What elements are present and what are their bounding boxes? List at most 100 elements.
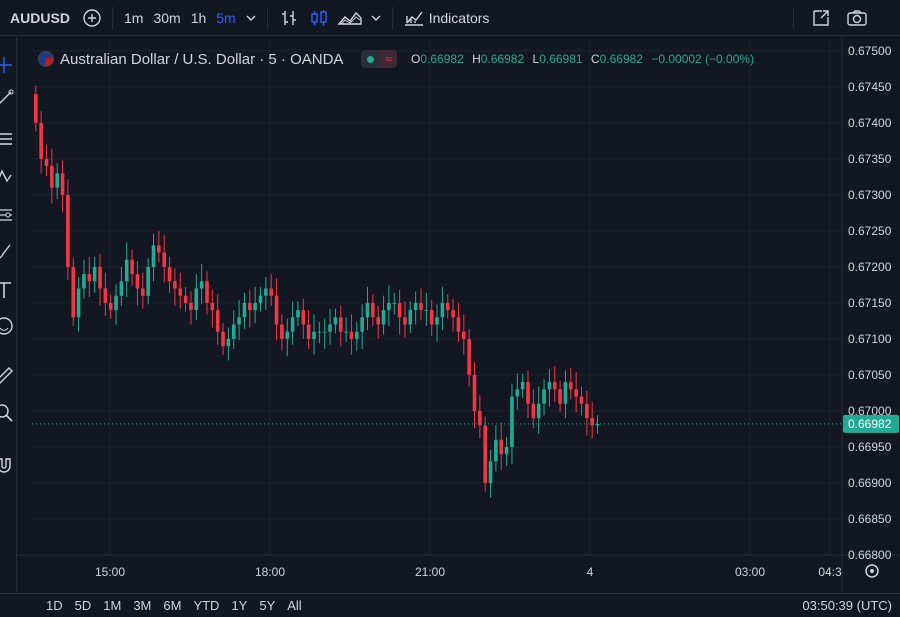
- area-chart-type-button[interactable]: [334, 4, 366, 32]
- candle-body: [371, 302, 375, 318]
- chart-type-dropdown[interactable]: [366, 4, 386, 32]
- timeframe-1h[interactable]: 1h: [190, 9, 207, 26]
- candle-body: [306, 324, 311, 339]
- candles-chart-type-button[interactable]: [304, 4, 334, 32]
- candle-body: [569, 382, 573, 390]
- open-value: 0.66982: [420, 52, 464, 66]
- brush-icon[interactable]: [0, 242, 14, 262]
- time-axis[interactable]: 15:00 18:00 21:00 4 03:00 04:3: [95, 565, 842, 579]
- magnet-icon[interactable]: [0, 455, 14, 475]
- settings-icon[interactable]: [865, 564, 879, 578]
- open-key: O: [411, 52, 421, 66]
- timeframe-30m[interactable]: 30m: [153, 9, 181, 26]
- candle-body: [215, 310, 220, 332]
- time-tick-label: 18:00: [255, 565, 285, 579]
- candle-body: [520, 382, 525, 390]
- indicators-button[interactable]: Indicators: [399, 4, 494, 32]
- change-value: −0.00002 (−0.00%): [651, 52, 755, 66]
- price-tick-label: 0.67450: [848, 80, 892, 94]
- high-key: H: [472, 52, 481, 66]
- indicators-label: Indicators: [428, 9, 490, 26]
- candle-body: [558, 389, 562, 404]
- candle-body: [60, 173, 65, 195]
- candle-body: [381, 310, 386, 325]
- timeframe-dropdown[interactable]: [241, 4, 261, 32]
- toolbar-divider: [793, 6, 795, 29]
- snapshot-button[interactable]: [842, 4, 872, 32]
- candle-body: [510, 396, 514, 447]
- candle-body: [355, 331, 359, 339]
- ruler-icon[interactable]: [0, 365, 14, 385]
- candle-body: [579, 396, 584, 404]
- text-icon[interactable]: [0, 280, 14, 300]
- candle-body: [317, 331, 322, 333]
- time-tick-label: 15:00: [95, 565, 125, 579]
- candle-body: [499, 439, 504, 455]
- price-tick-label: 0.67150: [848, 296, 892, 310]
- candle-body: [274, 295, 279, 325]
- candle-body: [590, 418, 594, 426]
- candle-body: [55, 173, 59, 188]
- candle-body: [242, 302, 247, 318]
- trend-line-icon[interactable]: [0, 89, 14, 109]
- candle-body: [50, 166, 54, 188]
- candle-body: [392, 302, 397, 304]
- price-tick-label: 0.67300: [848, 188, 892, 202]
- emoji-icon[interactable]: [0, 316, 14, 336]
- candle-body: [98, 266, 102, 289]
- candle-body: [531, 403, 536, 419]
- range-6m[interactable]: 6M: [163, 598, 182, 613]
- crosshair-icon[interactable]: [0, 55, 14, 75]
- market-status-badge[interactable]: ≈: [361, 50, 398, 68]
- low-value: 0.66981: [539, 52, 583, 66]
- time-tick-label: 4: [587, 565, 594, 579]
- last-price-marker: 0.66982: [32, 414, 899, 433]
- time-tick-label: 03:00: [735, 565, 765, 579]
- instrument-title[interactable]: Australian Dollar / U.S. Dollar · 5 · OA…: [60, 50, 344, 68]
- forecast-icon[interactable]: [0, 205, 14, 225]
- top-toolbar: AUDUSD 1m 30m 1h 5m Indicators: [0, 0, 900, 36]
- candle-body: [365, 302, 370, 318]
- candle-body: [135, 274, 140, 289]
- candle-body: [34, 94, 38, 123]
- candles-icon: [311, 9, 327, 26]
- time-tick-label: 04:3: [818, 565, 842, 579]
- candle-body: [547, 382, 552, 390]
- candle-body: [189, 302, 193, 311]
- candle-body: [162, 252, 166, 267]
- candle-body: [483, 425, 487, 483]
- range-1m[interactable]: 1M: [103, 598, 122, 613]
- range-1y[interactable]: 1Y: [231, 598, 248, 613]
- timeframe-5m[interactable]: 5m: [216, 9, 236, 26]
- price-tick-label: 0.67250: [848, 224, 892, 238]
- zoom-icon[interactable]: [0, 403, 14, 423]
- price-axis[interactable]: 0.67500 0.67450 0.67400 0.67350 0.67300 0.672…: [848, 44, 892, 562]
- candle-body: [467, 338, 471, 375]
- range-5d[interactable]: 5D: [74, 598, 92, 613]
- candle-body: [585, 403, 589, 419]
- fullscreen-button[interactable]: [806, 4, 836, 32]
- candle-body: [71, 266, 76, 318]
- candle-body: [290, 317, 295, 332]
- range-5y[interactable]: 5Y: [259, 598, 276, 613]
- candle-body: [440, 302, 445, 318]
- compare-add-button[interactable]: [78, 4, 106, 32]
- candle-body: [119, 281, 124, 296]
- candle-body: [563, 382, 568, 404]
- candle-body: [183, 295, 188, 303]
- bar-chart-type-button[interactable]: [274, 4, 304, 32]
- candle-body: [408, 310, 413, 325]
- range-1d[interactable]: 1D: [46, 598, 63, 613]
- timeframe-1m[interactable]: 1m: [124, 9, 144, 26]
- range-all[interactable]: All: [287, 598, 302, 613]
- fib-retracement-icon[interactable]: [0, 129, 14, 149]
- range-3m[interactable]: 3M: [133, 598, 152, 613]
- patterns-icon[interactable]: [0, 167, 14, 187]
- candle-body: [114, 295, 118, 311]
- range-ytd[interactable]: YTD: [193, 598, 220, 613]
- indicators-icon: [404, 11, 423, 26]
- symbol-search-button[interactable]: AUDUSD: [10, 9, 70, 26]
- candle-body: [231, 324, 236, 339]
- utc-clock[interactable]: 03:50:39 (UTC): [802, 598, 892, 613]
